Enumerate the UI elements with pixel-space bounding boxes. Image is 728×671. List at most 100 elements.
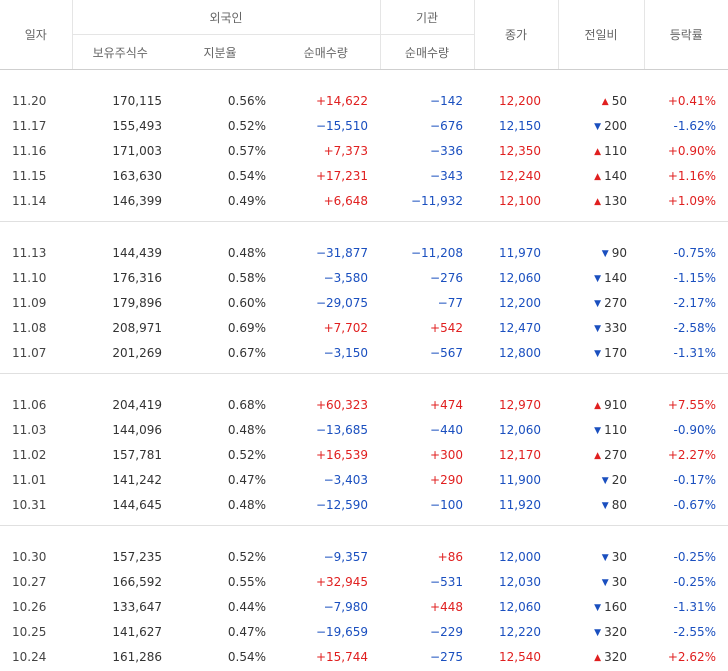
cell-change: ▼ 30 xyxy=(558,544,644,569)
cell-foreign-ratio: 0.60% xyxy=(227,295,266,310)
cell-institution-net: +300 xyxy=(430,447,463,462)
table-row: 11.06 204,419 0.68% +60,323 +474 12,970 ▲ 910 +7… xyxy=(0,392,728,417)
cell-close: 12,060 xyxy=(499,270,541,285)
change-value: 140 xyxy=(604,270,627,285)
cell-foreign-holding: 166,592 xyxy=(112,574,162,589)
cell-rate: +0.41% xyxy=(667,93,716,108)
cell-foreign-net: +60,323 xyxy=(315,397,368,412)
table-row: 11.10 176,316 0.58% −3,580 −276 12,060 ▼ 140 -1.… xyxy=(0,265,728,290)
cell-close: 12,220 xyxy=(499,624,541,639)
triangle-up-icon: ▲ xyxy=(594,146,602,157)
cell-foreign-holding: 141,242 xyxy=(112,472,162,487)
cell-institution-net: −142 xyxy=(430,93,463,108)
cell-institution-net: −676 xyxy=(430,118,463,133)
triangle-down-icon: ▼ xyxy=(594,602,602,613)
cell-change: ▼ 140 xyxy=(558,265,644,290)
cell-foreign-net: −3,403 xyxy=(323,472,368,487)
cell-foreign-ratio: 0.57% xyxy=(227,143,266,158)
cell-date: 11.02 xyxy=(12,447,47,462)
cell-foreign-ratio: 0.52% xyxy=(227,118,266,133)
cell-close: 12,200 xyxy=(499,93,541,108)
table-row: 10.26 133,647 0.44% −7,980 +448 12,060 ▼ 160 -1.… xyxy=(0,594,728,619)
cell-institution-net: +474 xyxy=(430,397,463,412)
triangle-down-icon: ▼ xyxy=(594,298,602,309)
cell-foreign-holding: 179,896 xyxy=(112,295,162,310)
table-row: 11.20 170,115 0.56% +14,622 −142 12,200 ▲ 50 +0.… xyxy=(0,88,728,113)
cell-date: 11.15 xyxy=(12,168,47,183)
triangle-down-icon: ▼ xyxy=(601,475,609,486)
change-value: 200 xyxy=(604,118,627,133)
cell-change: ▼ 20 xyxy=(558,467,644,492)
cell-foreign-ratio: 0.52% xyxy=(227,549,266,564)
cell-close: 12,350 xyxy=(499,143,541,158)
cell-rate: -2.17% xyxy=(673,295,716,310)
cell-change: ▼ 160 xyxy=(558,594,644,619)
cell-foreign-ratio: 0.54% xyxy=(227,649,266,664)
cell-change: ▲ 130 xyxy=(558,188,644,213)
cell-date: 11.13 xyxy=(12,245,47,260)
triangle-down-icon: ▼ xyxy=(594,121,602,132)
cell-date: 11.10 xyxy=(12,270,47,285)
cell-foreign-net: +7,702 xyxy=(323,320,368,335)
header-institution-net: 순매수량 xyxy=(379,34,475,70)
header-rate: 등락률 xyxy=(644,0,728,70)
cell-foreign-ratio: 0.48% xyxy=(227,422,266,437)
change-value: 320 xyxy=(604,649,627,664)
cell-foreign-holding: 144,645 xyxy=(112,497,162,512)
cell-change: ▲ 140 xyxy=(558,163,644,188)
cell-close: 11,920 xyxy=(499,497,541,512)
cell-foreign-ratio: 0.47% xyxy=(227,472,266,487)
cell-foreign-net: +17,231 xyxy=(315,168,368,183)
cell-rate: -0.67% xyxy=(673,497,716,512)
table-row: 11.07 201,269 0.67% −3,150 −567 12,800 ▼ 170 -1.… xyxy=(0,340,728,365)
cell-rate: +2.62% xyxy=(667,649,716,664)
table-row: 10.25 141,627 0.47% −19,659 −229 12,220 ▼ 320 -2… xyxy=(0,619,728,644)
cell-foreign-ratio: 0.48% xyxy=(227,497,266,512)
cell-institution-net: +86 xyxy=(437,549,463,564)
cell-foreign-net: +15,744 xyxy=(315,649,368,664)
triangle-down-icon: ▼ xyxy=(601,552,609,563)
cell-rate: -2.55% xyxy=(673,624,716,639)
change-value: 270 xyxy=(604,295,627,310)
table-row: 10.24 161,286 0.54% +15,744 −275 12,540 ▲ 320 +2… xyxy=(0,644,728,669)
cell-close: 12,000 xyxy=(499,549,541,564)
table-row: 11.17 155,493 0.52% −15,510 −676 12,150 ▼ 200 -1… xyxy=(0,113,728,138)
cell-foreign-net: −15,510 xyxy=(315,118,368,133)
table-body: 11.20 170,115 0.56% +14,622 −142 12,200 ▲ 50 +0.… xyxy=(0,70,728,670)
cell-date: 11.06 xyxy=(12,397,47,412)
cell-institution-net: −11,932 xyxy=(410,193,463,208)
cell-change: ▲ 110 xyxy=(558,138,644,163)
cell-rate: -0.25% xyxy=(673,549,716,564)
cell-foreign-net: −7,980 xyxy=(323,599,368,614)
change-value: 320 xyxy=(604,624,627,639)
cell-foreign-holding: 157,781 xyxy=(112,447,162,462)
table-row: 11.13 144,439 0.48% −31,877 −11,208 11,970 ▼ 90… xyxy=(0,240,728,265)
cell-foreign-net: −3,580 xyxy=(323,270,368,285)
cell-close: 11,970 xyxy=(499,245,541,260)
table-row: 11.01 141,242 0.47% −3,403 +290 11,900 ▼ 20 -0.1… xyxy=(0,467,728,492)
cell-rate: -1.31% xyxy=(673,599,716,614)
change-value: 130 xyxy=(604,193,627,208)
header-foreign: 외국인 xyxy=(71,0,381,35)
cell-date: 10.25 xyxy=(12,624,47,639)
cell-close: 12,240 xyxy=(499,168,541,183)
cell-foreign-holding: 144,096 xyxy=(112,422,162,437)
cell-foreign-net: −31,877 xyxy=(315,245,368,260)
triangle-up-icon: ▲ xyxy=(594,196,602,207)
cell-rate: +1.16% xyxy=(667,168,716,183)
cell-close: 12,150 xyxy=(499,118,541,133)
cell-foreign-ratio: 0.49% xyxy=(227,193,266,208)
cell-institution-net: −275 xyxy=(430,649,463,664)
change-value: 110 xyxy=(604,143,627,158)
cell-institution-net: +542 xyxy=(430,320,463,335)
table-row: 11.15 163,630 0.54% +17,231 −343 12,240 ▲ 140 +1… xyxy=(0,163,728,188)
cell-close: 12,540 xyxy=(499,649,541,664)
cell-foreign-net: −12,590 xyxy=(315,497,368,512)
cell-close: 12,100 xyxy=(499,193,541,208)
table-row: 11.16 171,003 0.57% +7,373 −336 12,350 ▲ 110 +0.… xyxy=(0,138,728,163)
table-row: 11.08 208,971 0.69% +7,702 +542 12,470 ▼ 330 -2.… xyxy=(0,315,728,340)
cell-change: ▼ 110 xyxy=(558,417,644,442)
cell-date: 10.30 xyxy=(12,549,47,564)
cell-foreign-holding: 201,269 xyxy=(112,345,162,360)
cell-close: 12,060 xyxy=(499,422,541,437)
